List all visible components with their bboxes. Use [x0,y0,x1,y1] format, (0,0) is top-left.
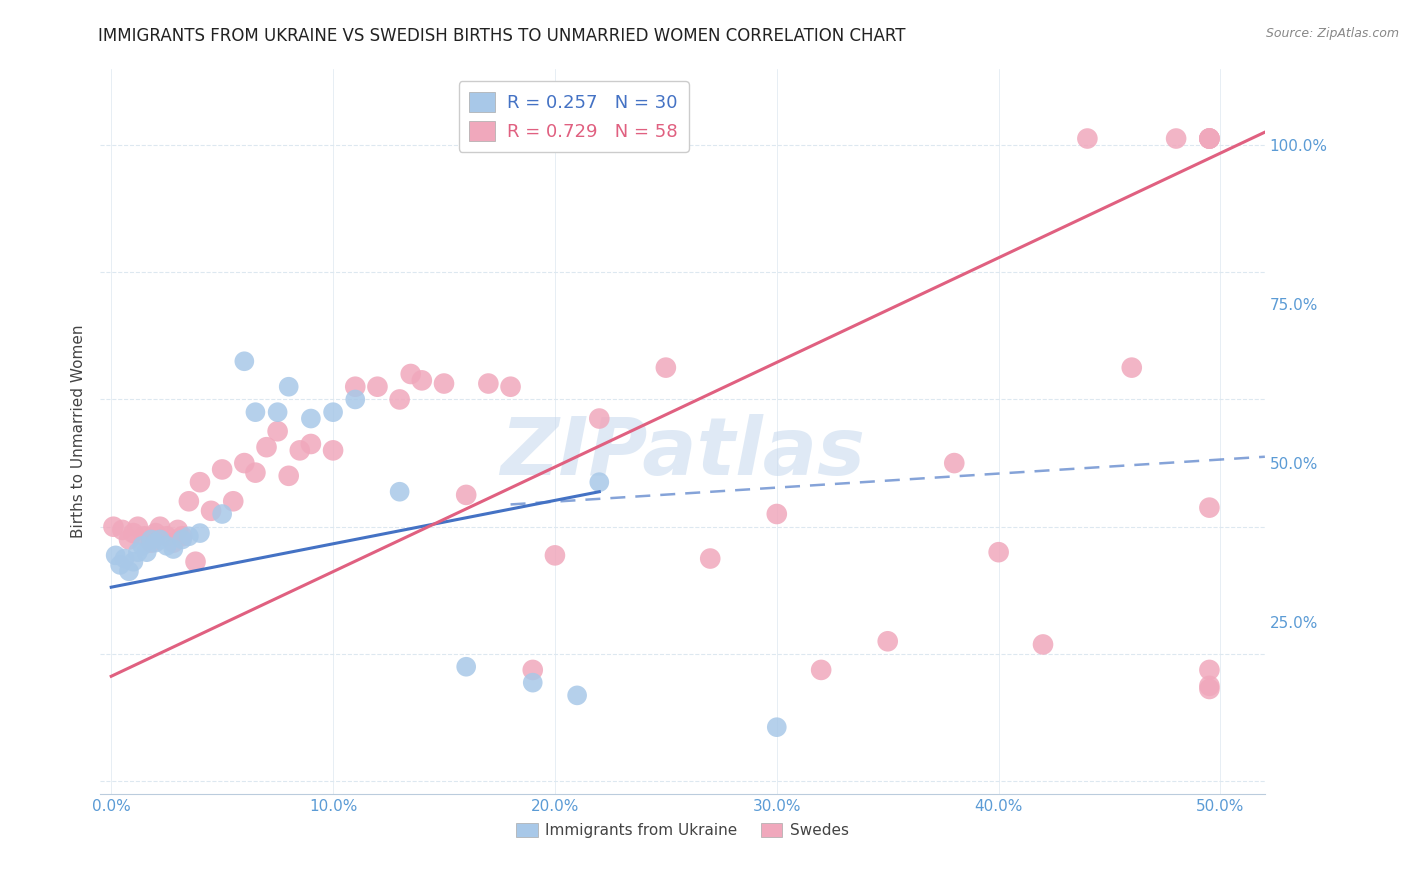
Point [322,443,344,458]
Point [233,354,256,368]
Point [162,541,184,556]
Point [149,533,172,547]
Point [211,462,233,476]
Point [456,488,478,502]
Point [1121,360,1143,375]
Point [277,380,299,394]
Point [344,392,367,407]
Point [118,533,141,547]
Point [156,539,179,553]
Point [245,466,267,480]
Point [1198,679,1220,693]
Point [943,456,966,470]
Point [122,555,145,569]
Point [277,468,299,483]
Point [344,380,367,394]
Point [111,523,134,537]
Point [256,440,278,454]
Point [1198,500,1220,515]
Point [172,533,194,547]
Point [145,526,167,541]
Point [188,475,211,490]
Point [114,551,136,566]
Point [588,411,610,425]
Point [184,555,207,569]
Point [299,437,322,451]
Point [233,456,256,470]
Point [299,411,322,425]
Point [135,545,157,559]
Point [266,424,288,438]
Point [765,507,787,521]
Point [544,549,567,563]
Point [145,535,167,549]
Point [1198,681,1220,696]
Point [987,545,1010,559]
Y-axis label: Births to Unmarried Women: Births to Unmarried Women [72,325,86,538]
Point [108,558,131,572]
Point [1198,131,1220,145]
Point [245,405,267,419]
Text: Source: ZipAtlas.com: Source: ZipAtlas.com [1265,27,1399,40]
Point [1166,131,1188,145]
Point [177,494,200,508]
Point [1076,131,1098,145]
Point [172,529,194,543]
Point [477,376,499,391]
Point [127,545,149,559]
Point [127,519,149,533]
Point [433,376,456,391]
Point [122,526,145,541]
Point [655,360,678,375]
Point [288,443,311,458]
Point [134,529,156,543]
Point [211,507,233,521]
Point [141,535,163,549]
Point [810,663,832,677]
Point [131,539,153,553]
Point [366,380,388,394]
Point [266,405,288,419]
Legend: Immigrants from Ukraine, Swedes: Immigrants from Ukraine, Swedes [510,817,855,845]
Point [1198,131,1220,145]
Point [166,523,188,537]
Text: ZIPatlas: ZIPatlas [501,414,865,492]
Point [456,659,478,673]
Point [156,529,179,543]
Point [1198,663,1220,677]
Point [141,533,163,547]
Point [1198,131,1220,145]
Point [200,504,222,518]
Point [118,564,141,578]
Point [1032,637,1054,651]
Point [162,535,184,549]
Point [876,634,898,648]
Point [522,663,544,677]
Point [177,529,200,543]
Point [149,519,172,533]
Text: IMMIGRANTS FROM UKRAINE VS SWEDISH BIRTHS TO UNMARRIED WOMEN CORRELATION CHART: IMMIGRANTS FROM UKRAINE VS SWEDISH BIRTH… [98,27,905,45]
Point [565,689,588,703]
Point [388,484,411,499]
Point [411,373,433,387]
Point [104,549,127,563]
Point [499,380,522,394]
Point [399,367,422,381]
Point [765,720,787,734]
Point [588,475,610,490]
Point [522,675,544,690]
Point [322,405,344,419]
Point [222,494,245,508]
Point [103,519,125,533]
Point [188,526,211,541]
Point [1198,131,1220,145]
Point [388,392,411,407]
Point [699,551,721,566]
